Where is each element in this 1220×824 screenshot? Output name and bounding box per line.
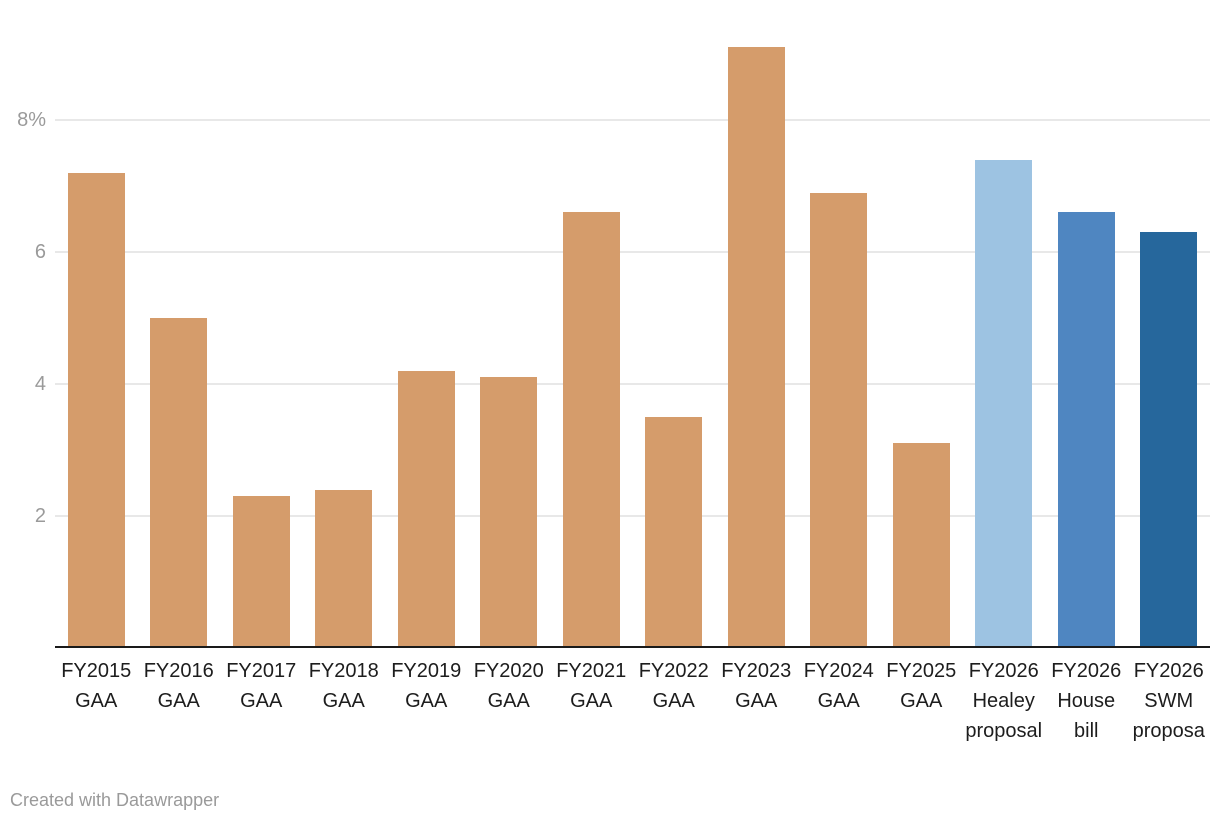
- x-axis-tick-label-line: GAA: [240, 690, 283, 712]
- x-axis-tick-label-line: FY2025: [886, 660, 957, 682]
- gridline-6: [55, 251, 1210, 253]
- gridline-4: [55, 383, 1210, 385]
- bar-fy2025-gaa[interactable]: [892, 443, 950, 648]
- x-axis-tick-label: FY2016 GAA: [138, 656, 221, 716]
- gridline-8: [55, 119, 1210, 121]
- bar-fy2020-gaa[interactable]: [480, 377, 538, 648]
- bar-fy2021-gaa[interactable]: [562, 212, 620, 648]
- x-axis-tick-label-line: FY2022: [638, 660, 709, 682]
- x-axis-tick-label-line: GAA: [735, 690, 778, 712]
- x-axis-tick-label: FY2026 House bill: [1045, 656, 1128, 746]
- bar-fy2016-gaa[interactable]: [150, 318, 208, 648]
- x-axis-tick-label-line: Healey: [972, 690, 1035, 712]
- bar-fy2026-healey-proposal[interactable]: [975, 159, 1033, 648]
- bar-fy2023-gaa[interactable]: [727, 47, 785, 648]
- y-axis-tick-label: 6: [34, 241, 46, 263]
- x-axis-tick-label: FY2021 GAA: [550, 656, 633, 716]
- x-axis-tick-label: FY2026 Healey proposal: [963, 656, 1046, 746]
- x-axis-tick-label-line: GAA: [75, 690, 118, 712]
- x-axis-tick-label-line: proposal: [965, 720, 1043, 742]
- plot-area: 2 4 6 8% FY2015 GAA FY2016 GAA FY2017 GAA FY2018 GA…: [17, 47, 1211, 746]
- x-axis-tick-label: FY2026 SWM proposa: [1128, 656, 1211, 746]
- x-axis-tick-label-line: FY2021: [556, 660, 627, 682]
- x-axis-tick-label: FY2023 GAA: [715, 656, 798, 716]
- x-axis-tick-label-line: GAA: [570, 690, 613, 712]
- x-axis-tick-label-line: GAA: [652, 690, 695, 712]
- bar-fy2015-gaa[interactable]: [67, 172, 125, 648]
- x-axis-tick-label-line: FY2018: [308, 660, 379, 682]
- x-axis-tick-label-line: FY2017: [226, 660, 297, 682]
- x-axis-tick-label: FY2018 GAA: [303, 656, 386, 716]
- x-axis-tick-label: FY2022 GAA: [633, 656, 716, 716]
- bar-fy2018-gaa[interactable]: [315, 489, 373, 648]
- bar-fy2024-gaa[interactable]: [810, 192, 868, 648]
- x-axis-tick-label-line: FY2026: [1133, 660, 1204, 682]
- x-axis-tick-label-line: GAA: [487, 690, 530, 712]
- y-axis-tick-label: 2: [34, 505, 46, 527]
- x-axis-tick-label-line: bill: [1074, 720, 1099, 742]
- x-axis-tick-label-line: GAA: [405, 690, 448, 712]
- attribution: Created with Datawrapper: [10, 790, 220, 810]
- bar-fy2022-gaa[interactable]: [645, 417, 703, 648]
- x-axis-tick-label-line: FY2016: [143, 660, 214, 682]
- x-axis-tick-label-line: proposa: [1132, 720, 1205, 742]
- x-axis-tick-label: FY2019 GAA: [385, 656, 468, 716]
- bar-fy2026-swm-proposa[interactable]: [1140, 232, 1198, 648]
- x-axis-tick-label-line: FY2024: [803, 660, 874, 682]
- x-axis-tick-label-line: House: [1057, 690, 1116, 712]
- x-axis-tick-label-line: GAA: [817, 690, 860, 712]
- x-axis-tick-label-line: FY2026: [1051, 660, 1122, 682]
- gridline-2: [55, 515, 1210, 517]
- x-axis-tick-label-line: FY2015: [61, 660, 132, 682]
- x-axis-tick-label-line: FY2020: [473, 660, 544, 682]
- y-axis-tick-label: 8%: [17, 109, 46, 131]
- x-axis-tick-label-line: GAA: [157, 690, 200, 712]
- bar-fy2017-gaa[interactable]: [232, 496, 290, 648]
- x-axis-tick-label: FY2020 GAA: [468, 656, 551, 716]
- x-axis-tick-label: FY2017 GAA: [220, 656, 303, 716]
- x-axis-tick-label: FY2024 GAA: [798, 656, 881, 716]
- x-axis-tick-label: FY2015 GAA: [55, 656, 138, 716]
- bar-fy2026-house-bill[interactable]: [1057, 212, 1115, 648]
- bar-fy2019-gaa[interactable]: [397, 370, 455, 648]
- x-axis-tick-label-line: GAA: [322, 690, 365, 712]
- x-axis-tick-label-line: FY2026: [968, 660, 1039, 682]
- y-axis-tick-label: 4: [34, 373, 46, 395]
- x-axis-tick-label-line: FY2019: [391, 660, 462, 682]
- x-axis-tick-label: FY2025 GAA: [880, 656, 963, 716]
- x-axis-tick-label-line: FY2023: [721, 660, 792, 682]
- x-axis-tick-label-line: GAA: [900, 690, 943, 712]
- x-axis-tick-label-line: SWM: [1144, 690, 1194, 712]
- x-axis-line: [55, 646, 1210, 648]
